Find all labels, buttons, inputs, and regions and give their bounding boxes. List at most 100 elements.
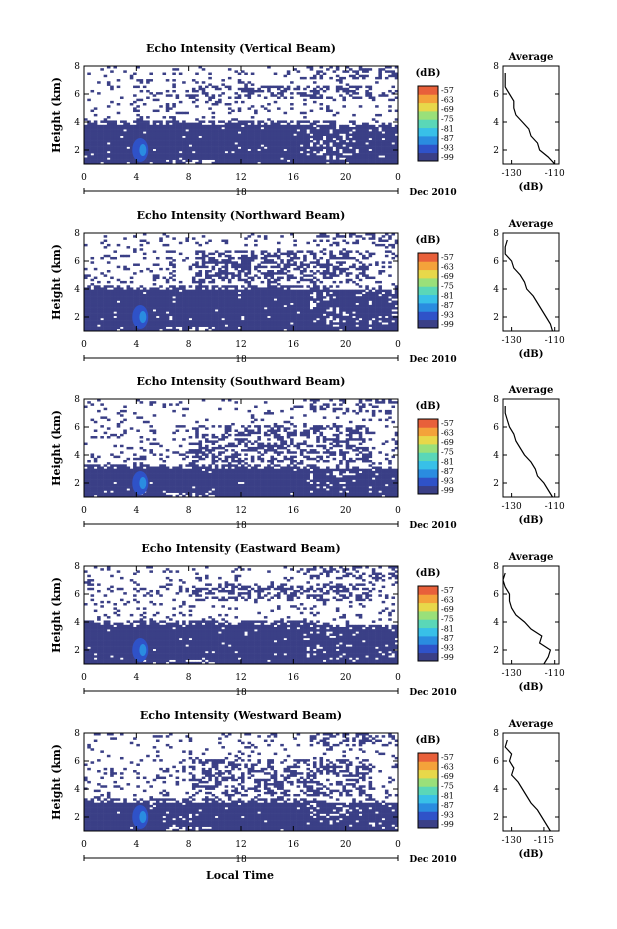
echo-cell <box>175 320 180 323</box>
echo-cell <box>227 326 232 330</box>
echo-cell <box>319 320 324 323</box>
echo-cell <box>195 313 199 317</box>
echo-cell <box>241 304 245 308</box>
echo-cell <box>136 263 140 266</box>
echo-cell <box>155 135 160 139</box>
echo-cell <box>126 148 131 152</box>
echo-cell <box>106 483 111 487</box>
echo-cell <box>97 307 101 310</box>
echo-cell <box>257 137 261 141</box>
echo-cell <box>326 68 330 71</box>
echo-cell <box>159 307 163 310</box>
echo-cell <box>142 159 147 163</box>
echo-cell <box>237 293 242 297</box>
echo-cell <box>231 159 235 163</box>
echo-cell <box>335 66 340 69</box>
echo-cell <box>139 122 144 126</box>
echo-cell <box>191 263 196 266</box>
echo-cell <box>332 298 337 301</box>
echo-cell <box>280 313 284 317</box>
echo-cell <box>175 146 180 150</box>
echo-cell <box>175 96 180 99</box>
echo-cell <box>103 133 108 136</box>
echo-cell <box>201 298 206 301</box>
echo-cell <box>283 300 288 303</box>
echo-cell <box>191 140 196 143</box>
echo-cell <box>391 146 396 150</box>
echo-cell <box>211 296 216 299</box>
echo-cell <box>211 280 216 284</box>
echo-cell <box>149 133 153 136</box>
echo-cell <box>335 315 340 319</box>
echo-cell <box>188 304 193 308</box>
echo-cell <box>149 146 153 150</box>
echo-cell <box>159 267 163 271</box>
echo-cell <box>303 307 307 310</box>
echo-cell <box>146 122 150 126</box>
echo-cell <box>211 122 216 126</box>
echo-cell <box>123 291 127 295</box>
echo-cell <box>388 322 392 325</box>
echo-cell <box>362 144 366 147</box>
echo-cell <box>211 307 216 310</box>
echo-cell <box>172 320 176 323</box>
y-axis-label: Height (km) <box>50 244 63 320</box>
echo-cell <box>260 293 265 297</box>
echo-cell <box>263 328 268 332</box>
echo-cell <box>352 85 356 89</box>
echo-cell <box>332 131 337 134</box>
echo-cell <box>348 155 353 158</box>
echo-cell <box>234 161 239 165</box>
echo-cell <box>280 92 284 95</box>
echo-cell <box>169 304 173 308</box>
echo-cell <box>198 270 203 273</box>
echo-cell <box>309 161 314 165</box>
echo-cell <box>345 126 350 130</box>
echo-cell <box>362 70 366 73</box>
echo-cell <box>332 133 337 136</box>
echo-cell <box>159 324 163 327</box>
echo-cell <box>116 243 121 247</box>
echo-cell <box>234 287 239 290</box>
echo-cell <box>371 313 376 317</box>
echo-cell <box>126 320 131 323</box>
echo-cell <box>290 304 294 308</box>
echo-cell <box>241 81 245 84</box>
echo-cell <box>244 300 248 303</box>
echo-cell <box>309 66 314 69</box>
echo-cell <box>254 293 258 297</box>
echo-cell <box>276 283 281 286</box>
echo-cell <box>97 133 101 136</box>
echo-cell <box>306 263 310 266</box>
echo-cell <box>103 486 108 489</box>
echo-cell <box>342 326 346 330</box>
echo-cell <box>276 140 281 143</box>
echo-cell <box>384 155 389 158</box>
echo-cell <box>306 157 310 160</box>
echo-cell <box>93 311 98 314</box>
echo-cell <box>244 159 248 163</box>
echo-cell <box>162 133 167 136</box>
echo-cell <box>149 302 153 306</box>
echo-cell <box>201 116 206 119</box>
echo-cell <box>342 140 346 143</box>
echo-cell <box>100 315 104 319</box>
echo-cell <box>342 161 346 165</box>
echo-cell <box>348 68 353 71</box>
echo-cell <box>296 85 301 89</box>
echo-cell <box>241 144 245 147</box>
echo-cell <box>234 320 239 323</box>
echo-cell <box>126 304 131 308</box>
echo-cell <box>84 477 88 480</box>
echo-cell <box>133 289 137 293</box>
echo-cell <box>221 313 225 317</box>
echo-cell <box>116 483 121 487</box>
echo-cell <box>293 293 297 297</box>
echo-cell <box>368 159 373 163</box>
echo-cell <box>286 126 291 130</box>
echo-cell <box>368 94 373 97</box>
echo-cell <box>152 274 157 277</box>
echo-cell <box>84 289 88 293</box>
echo-cell <box>352 137 356 141</box>
echo-cell <box>182 317 186 321</box>
